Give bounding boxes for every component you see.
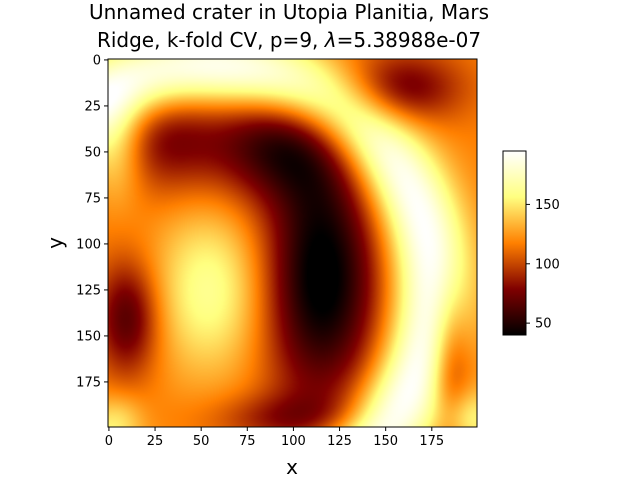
colorbar-tick-label-100: 100 (535, 257, 560, 272)
y-tick-label-25: 25 (84, 99, 101, 114)
x-tick-label-175: 175 (419, 434, 444, 449)
lambda-symbol: λ (324, 28, 337, 52)
y-tick-label-125: 125 (76, 283, 101, 298)
x-axis: 0 25 50 75 100 125 150 175 (105, 427, 444, 449)
y-tick-label-100: 100 (76, 237, 101, 252)
chart-title-line-1: Unnamed crater in Utopia Planitia, Mars (88, 0, 490, 24)
colorbar: 50 100 150 (502, 150, 560, 336)
y-tick-label-175: 175 (76, 375, 101, 390)
y-tick-label-150: 150 (76, 329, 101, 344)
colorbar-gradient (503, 151, 526, 335)
colorbar-frame (502, 150, 527, 336)
x-tick-label-0: 0 (105, 434, 113, 449)
y-axis-label: y (43, 237, 67, 249)
y-axis: 0 25 50 75 100 125 150 175 (76, 53, 108, 390)
plot-frame (107, 58, 478, 428)
y-tick-label-50: 50 (84, 145, 101, 160)
x-tick-label-75: 75 (239, 434, 256, 449)
colorbar-tick-label-150: 150 (535, 198, 560, 213)
x-tick-label-100: 100 (281, 434, 306, 449)
x-axis-label: x (286, 455, 298, 479)
x-tick-label-50: 50 (193, 434, 210, 449)
y-tick-label-0: 0 (93, 53, 101, 68)
x-tick-label-150: 150 (373, 434, 398, 449)
x-tick-label-125: 125 (327, 434, 352, 449)
chart-title-line-2: Ridge, k-fold CV, p=9, λ=5.38988e-07 (96, 28, 482, 52)
colorbar-tick-label-50: 50 (535, 317, 552, 332)
y-tick-label-75: 75 (84, 191, 101, 206)
heatmap-image (108, 59, 477, 427)
colorbar-ticks: 50 100 150 (526, 198, 560, 332)
heatmap-plot-area (107, 58, 478, 428)
x-tick-label-25: 25 (147, 434, 164, 449)
